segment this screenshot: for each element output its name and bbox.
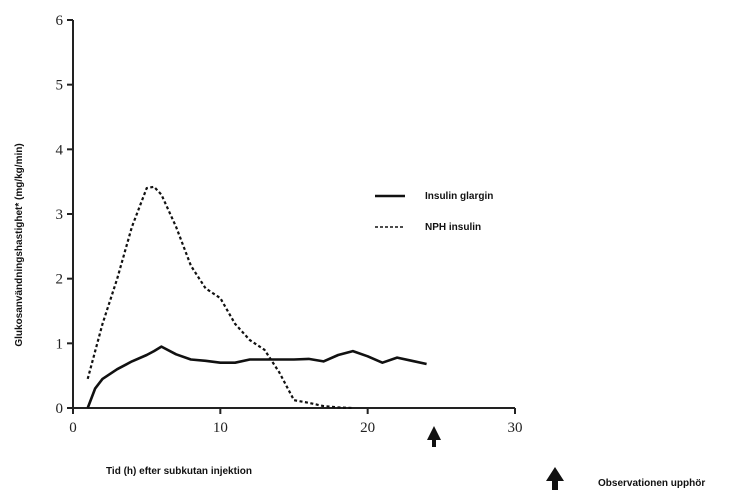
y-tick-label: 0 [56, 401, 64, 417]
y-axis-label: Glukosanvändningshastighet* (mg/kg/min) [14, 143, 25, 346]
x-tick-label: 30 [508, 420, 523, 436]
y-tick-label: 3 [56, 207, 64, 223]
x-ticks: 0 10 20 30 [69, 408, 523, 436]
y-tick-label: 2 [56, 272, 64, 288]
x-tick-label: 20 [360, 420, 375, 436]
y-tick-label: 6 [56, 13, 64, 29]
x-tick-label: 0 [69, 420, 77, 436]
y-tick-label: 1 [56, 336, 64, 352]
observation-arrow-icon [546, 467, 564, 490]
legend-label-nph-insulin: NPH insulin [425, 222, 481, 233]
observation-note-label: Observationen upphör [598, 478, 705, 489]
legend-label-insulin-glargin: Insulin glargin [425, 191, 493, 202]
y-tick-label: 5 [56, 78, 64, 94]
series-line-nph-insulin [86, 185, 353, 410]
observation-note: Observationen upphör [546, 467, 705, 490]
series-line-insulin-glargin [86, 345, 427, 409]
observation-end-arrow-icon [427, 426, 441, 447]
x-tick-label: 10 [213, 420, 228, 436]
y-ticks: 0 1 2 3 4 5 6 [56, 13, 73, 417]
y-tick-label: 4 [56, 142, 64, 158]
legend: Insulin glargin NPH insulin [375, 191, 493, 233]
x-axis-label: Tid (h) efter subkutan injektion [106, 466, 252, 477]
